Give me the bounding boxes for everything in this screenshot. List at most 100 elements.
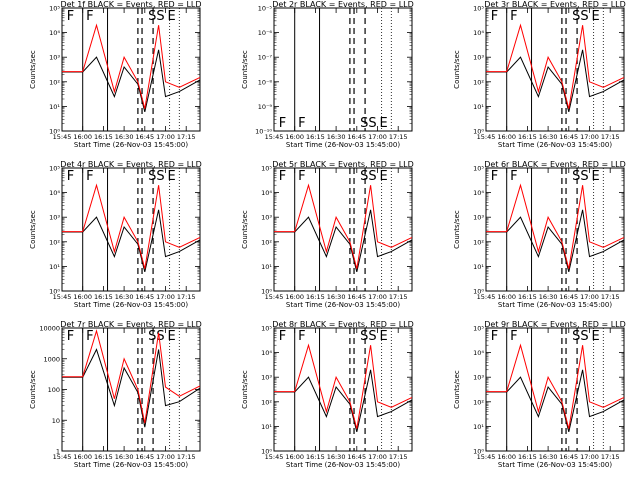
event-marker-E: E: [592, 9, 600, 24]
event-marker-F: F: [298, 116, 305, 131]
x-tick-label: 16:45: [559, 293, 578, 301]
y-tick-label: 10¹: [261, 423, 272, 431]
y-tick-label: 10⁵: [473, 165, 484, 173]
y-tick-label: 10²: [261, 238, 272, 246]
event-marker-SS: SS: [360, 169, 377, 184]
y-tick-label: 10⁰: [473, 128, 484, 136]
event-lines: [82, 168, 180, 291]
chart-panel-3: Det 3r BLACK = Events, RED = LLD 10⁰ 10¹ 10…: [453, 0, 626, 149]
x-tick-label: 17:15: [601, 293, 620, 301]
x-tick-label: 15:45: [53, 133, 72, 141]
x-tick-label: 16:30: [115, 133, 134, 141]
y-tick-label: 10²: [473, 78, 484, 86]
y-tick-label: 10⁴: [261, 189, 272, 197]
series-line-events: [62, 209, 200, 273]
x-tick-label: 15:45: [265, 453, 284, 461]
series-line-lld: [62, 329, 200, 424]
event-marker-F: F: [298, 329, 305, 344]
y-axis-label: Counts/sec: [453, 370, 461, 409]
x-axis-label: Start Time (26-Nov-03 15:45:00): [498, 461, 612, 469]
x-axis-label: Start Time (26-Nov-03 15:45:00): [498, 301, 612, 309]
event-marker-F: F: [67, 169, 74, 184]
x-axis-label: Start Time (26-Nov-03 15:45:00): [498, 141, 612, 149]
event-marker-F: F: [279, 116, 286, 131]
x-tick-label: 16:15: [306, 293, 325, 301]
x-tick-label: 16:45: [135, 293, 154, 301]
x-tick-label: 17:00: [580, 293, 599, 301]
event-marker-F: F: [86, 329, 93, 344]
chart-panel-6: Det 6r BLACK = Events, RED = LLD 10⁰ 10¹ 10…: [453, 160, 626, 309]
y-axis-label: Counts/sec: [241, 370, 249, 409]
event-marker-SS: SS: [572, 329, 589, 344]
x-tick-label: 16:30: [327, 133, 346, 141]
x-tick-label: 16:15: [518, 133, 537, 141]
y-axis-label: Counts/sec: [29, 50, 37, 89]
x-tick-label: 16:00: [73, 133, 92, 141]
y-axis-label: Counts/sec: [29, 210, 37, 249]
event-lines: [82, 328, 180, 451]
x-tick-label: 16:00: [285, 453, 304, 461]
series-line-lld: [274, 183, 412, 269]
y-tick-label: 10000: [39, 325, 60, 333]
chart-panel-1: Det 1f BLACK = Events, RED = LLD 10⁰ 10¹ 10…: [29, 0, 202, 149]
x-tick-label: 16:00: [73, 453, 92, 461]
x-tick-label: 17:00: [368, 133, 387, 141]
chart-title: Det 9r BLACK = Events, RED = LLD: [484, 320, 626, 329]
x-tick-label: 16:30: [115, 293, 134, 301]
series-line-lld: [62, 23, 200, 109]
event-lines: [294, 168, 392, 291]
event-marker-E: E: [380, 329, 388, 344]
event-marker-F: F: [510, 329, 517, 344]
y-tick-label: 10⁴: [49, 29, 60, 37]
event-marker-SS: SS: [360, 116, 377, 131]
x-axis-label: Start Time (26-Nov-03 15:45:00): [286, 461, 400, 469]
x-tick-label: 15:45: [477, 453, 496, 461]
y-tick-label: 10⁴: [473, 349, 484, 357]
y-tick-label: 10⁰: [473, 288, 484, 296]
event-marker-F: F: [510, 9, 517, 24]
event-marker-F: F: [279, 169, 286, 184]
x-tick-label: 16:00: [497, 453, 516, 461]
x-tick-label: 17:00: [368, 293, 387, 301]
event-marker-F: F: [491, 329, 498, 344]
series-line-lld: [486, 343, 624, 429]
y-tick-label: 1: [56, 448, 60, 456]
y-tick-label: 10¹: [473, 263, 484, 271]
x-tick-label: 16:15: [94, 133, 113, 141]
series-group: [62, 329, 200, 428]
x-tick-label: 17:15: [389, 133, 408, 141]
x-tick-label: 15:45: [53, 453, 72, 461]
x-tick-label: 16:30: [327, 453, 346, 461]
event-marker-SS: SS: [572, 9, 589, 24]
event-lines: [294, 328, 392, 451]
y-tick-label: 10⁵: [473, 325, 484, 333]
series-line-lld: [274, 343, 412, 429]
y-tick-label: 10¹: [473, 423, 484, 431]
event-marker-F: F: [86, 9, 93, 24]
series-line-events: [274, 369, 412, 433]
plot-frame: [61, 7, 201, 132]
x-tick-label: 17:00: [580, 133, 599, 141]
event-lines: [506, 328, 604, 451]
x-tick-label: 15:45: [477, 293, 496, 301]
series-line-events: [486, 49, 624, 113]
x-tick-label: 16:15: [518, 453, 537, 461]
x-axis-label: Start Time (26-Nov-03 15:45:00): [74, 301, 188, 309]
x-tick-label: 15:45: [477, 133, 496, 141]
x-tick-label: 16:30: [327, 293, 346, 301]
chart-title: Det 1f BLACK = Events, RED = LLD: [60, 0, 201, 9]
y-tick-label: 10⁻⁶: [258, 29, 273, 37]
y-tick-label: 10⁵: [49, 5, 60, 13]
x-tick-label: 17:00: [156, 453, 175, 461]
y-tick-label: 10³: [473, 214, 484, 222]
series-group: [486, 23, 624, 113]
event-marker-E: E: [168, 9, 176, 24]
y-tick-label: 100: [48, 386, 60, 394]
chart-panel-4: Det 4r BLACK = Events, RED = LLD 10⁰ 10¹ 10…: [29, 160, 202, 309]
series-line-events: [274, 209, 412, 273]
x-tick-label: 17:00: [156, 293, 175, 301]
y-tick-label: 10²: [261, 398, 272, 406]
x-tick-label: 15:45: [265, 133, 284, 141]
x-tick-label: 16:45: [559, 453, 578, 461]
event-marker-SS: SS: [148, 329, 165, 344]
